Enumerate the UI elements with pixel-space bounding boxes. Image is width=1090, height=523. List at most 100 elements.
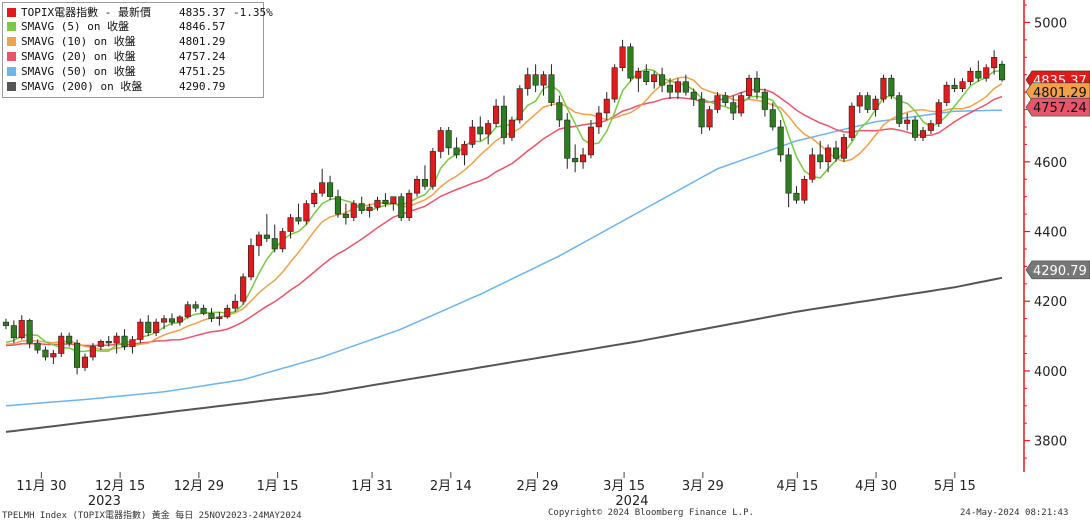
- candle-body: [342, 213, 349, 218]
- legend-label: SMAVG (50) on 收盤: [21, 65, 136, 78]
- x-tick-label: 3月 29: [682, 479, 724, 494]
- candle-body: [888, 77, 895, 96]
- candle-body: [643, 70, 650, 82]
- candle-body: [666, 84, 674, 93]
- legend-swatch-main: [7, 8, 16, 17]
- candle-body: [880, 77, 887, 100]
- candle-body: [74, 342, 81, 368]
- price-tag-label: 4757.24: [1033, 101, 1087, 116]
- candle-body: [540, 74, 547, 86]
- x-year-label: 2024: [615, 494, 648, 509]
- candle-body: [66, 335, 73, 344]
- candle-body: [658, 74, 666, 86]
- candle-body: [651, 74, 658, 82]
- candle-body: [674, 81, 682, 93]
- candle-body: [334, 196, 342, 215]
- legend-swatch: [7, 37, 16, 46]
- candle-body: [927, 123, 934, 131]
- candle-body: [279, 231, 286, 250]
- candle-body: [382, 199, 389, 204]
- footer-copyright: Copyright© 2024 Bloomberg Finance L.P.: [548, 508, 754, 518]
- price-tag: 4801.29: [1025, 82, 1090, 102]
- candle-body: [801, 179, 808, 201]
- x-axis: 11月 30 12月 15 12月 29 1月 15 1月 31 2月 14 2月 29 3月…: [16, 472, 976, 509]
- candle-body: [18, 320, 25, 339]
- candle-body: [714, 95, 721, 110]
- candle-body: [58, 335, 65, 354]
- candle-body: [248, 245, 255, 278]
- candle-body: [730, 102, 737, 114]
- y-tick-label: 5000: [1034, 16, 1067, 31]
- x-tick-label: 1月 15: [257, 479, 299, 494]
- candle-body: [311, 192, 318, 204]
- candle-body: [738, 95, 745, 114]
- candle-body: [81, 356, 88, 368]
- candle-body: [350, 203, 357, 218]
- y-tick-label: 4400: [1034, 226, 1067, 241]
- y-tick-label: 4600: [1034, 156, 1067, 171]
- candle-body: [832, 147, 840, 159]
- candle-body: [603, 98, 610, 114]
- candle-body: [224, 307, 231, 318]
- x-tick-label: 2月 29: [516, 479, 558, 494]
- footer-timestamp: 24-May-2024 08:21:43: [960, 508, 1069, 518]
- candle-body: [817, 154, 824, 163]
- candle-body: [896, 95, 903, 124]
- candle-body: [785, 154, 792, 194]
- candle-body: [611, 67, 618, 100]
- candle-body: [769, 109, 776, 128]
- candle-body: [208, 313, 215, 319]
- legend-value: 4846.57: [179, 20, 226, 33]
- candle-body: [161, 318, 168, 323]
- y-tick-label: 4000: [1034, 365, 1067, 380]
- candle-body: [532, 74, 539, 86]
- candle-body: [753, 77, 761, 93]
- candle-body: [437, 130, 444, 152]
- candle-body: [548, 74, 555, 103]
- footer-source: TPELMH Index (TOPIX電器指數) 黃金 每日 25NOV2023…: [2, 511, 302, 521]
- legend-label: SMAVG (200) on 收盤: [21, 80, 143, 93]
- candle-body: [303, 203, 310, 222]
- candle-body: [232, 300, 239, 309]
- candle-body: [564, 119, 571, 159]
- candle-body: [492, 105, 500, 124]
- candle-body: [240, 276, 247, 302]
- sma50-line: [5, 109, 1003, 407]
- candle-body: [145, 321, 152, 333]
- candle-body: [406, 192, 413, 218]
- candle-body: [192, 304, 199, 309]
- candle-body: [271, 238, 278, 250]
- candle-body: [943, 84, 950, 103]
- candle-body: [848, 105, 855, 138]
- candle-body: [26, 320, 33, 344]
- candle-body: [398, 196, 405, 218]
- legend-swatch: [7, 82, 16, 91]
- candle-body: [967, 70, 974, 82]
- candle-body: [524, 74, 531, 89]
- candle-body: [856, 95, 863, 107]
- candle-body: [635, 70, 642, 79]
- legend-value: 4751.25: [179, 65, 226, 78]
- candle-body: [319, 182, 326, 194]
- candle-body: [516, 88, 523, 121]
- sma200-line: [5, 276, 1003, 433]
- legend-value: 4757.24: [179, 50, 226, 63]
- candle-body: [176, 316, 183, 323]
- candle-body: [429, 151, 436, 187]
- price-tag-shape: [1025, 260, 1090, 280]
- x-tick-label: 12月 29: [174, 479, 224, 494]
- candle-body: [469, 126, 476, 145]
- candle-body: [706, 109, 713, 128]
- legend-label: SMAVG (10) on 收盤: [21, 35, 136, 48]
- candle-body: [761, 91, 768, 110]
- candle-body: [508, 119, 515, 138]
- candle-body: [255, 234, 263, 246]
- legend: TOPIX電器指數 - 最新價 4835.37 -1.35% SMAVG (5)…: [2, 2, 273, 98]
- candle-body: [904, 119, 911, 124]
- price-tag-label: 4801.29: [1033, 86, 1087, 101]
- candle-body: [959, 81, 966, 89]
- legend-change-main: -1.35%: [233, 6, 273, 19]
- candle-body: [263, 234, 270, 239]
- candle-body: [587, 126, 595, 156]
